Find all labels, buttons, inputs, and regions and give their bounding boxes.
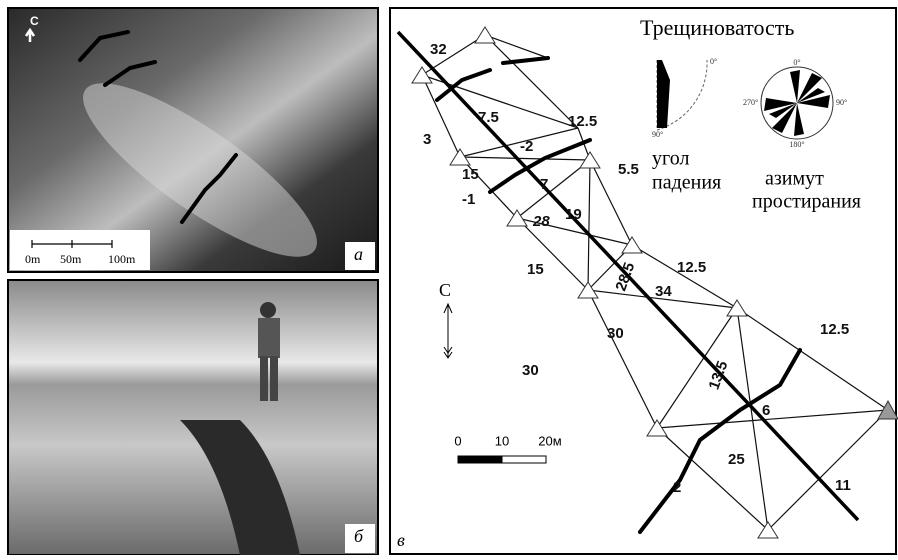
edge-label: 34: [655, 283, 672, 300]
edge-label: 12.5: [568, 113, 597, 130]
caption: угол: [652, 148, 689, 170]
tick-label: 0°: [793, 58, 800, 67]
scale-label: 100m: [108, 252, 136, 266]
person: [258, 318, 280, 358]
edge-label: 2: [673, 479, 681, 496]
edge-label: 19: [565, 206, 582, 223]
caption: простирания: [752, 191, 861, 213]
edge-label: 3: [423, 131, 431, 148]
scale-bar: [502, 456, 546, 463]
edge-label: 11: [835, 477, 851, 494]
edge-label: 15: [527, 261, 544, 278]
edge-label: 25: [728, 451, 745, 468]
title: Трещиноватость: [640, 15, 794, 40]
edge-label: 12.5: [820, 321, 849, 338]
person: [270, 356, 278, 401]
tick-label: 180°: [789, 140, 804, 149]
scale-label: 0: [454, 433, 461, 448]
panel-label: б: [354, 526, 364, 546]
edge-label: 15: [462, 166, 479, 183]
edge-label: 28: [532, 213, 550, 230]
edge-label: 7: [540, 176, 548, 193]
north-label: С: [30, 14, 39, 28]
edge-label: -1: [462, 191, 475, 208]
tick-label: 90°: [652, 130, 663, 139]
scale-label: 0m: [25, 252, 41, 266]
scale-label: 10: [495, 433, 509, 448]
scale-label: 50m: [60, 252, 82, 266]
tick-label: 270°: [743, 98, 758, 107]
panel-c: 32 3 7.5 12.5 -2 15 -1 7 28 19 5.5 15 12…: [390, 8, 898, 554]
person: [260, 302, 276, 318]
field-photo: [8, 280, 378, 555]
north-label: С: [439, 280, 451, 300]
panel-label: в: [397, 530, 405, 550]
caption: азимут: [765, 168, 824, 190]
edge-label: 30: [522, 362, 539, 379]
tick-label: 0°: [710, 57, 717, 66]
figure: С 0m 50m 100m а б 32 3 7.5 12.5 -2 15 -1…: [0, 0, 898, 555]
edge-label: 6: [762, 402, 770, 419]
edge-label: -2: [520, 138, 533, 155]
panel-label: а: [354, 244, 363, 264]
caption: падения: [652, 172, 721, 194]
edge-label: 5.5: [618, 161, 639, 178]
edge-label: 12.5: [677, 259, 706, 276]
tick-label: 90°: [836, 98, 847, 107]
scale-label: 20м: [538, 433, 561, 448]
edge-label: 32: [430, 41, 447, 58]
edge-label: 7.5: [478, 109, 499, 126]
scale-bar: [458, 456, 502, 463]
person: [260, 356, 268, 401]
edge-label: 30: [607, 325, 624, 342]
page: {"panel_a": {"label": "а", "north": "С",…: [0, 0, 898, 555]
panel-b: б: [8, 280, 378, 555]
panel-a: С 0m 50m 100m а: [8, 8, 378, 283]
